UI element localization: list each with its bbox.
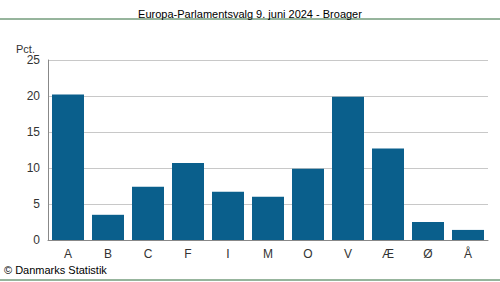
svg-text:Pct.: Pct. (16, 42, 35, 55)
svg-text:V: V (344, 247, 352, 261)
svg-text:Europa-Parlamentsvalg 9. juni: Europa-Parlamentsvalg 9. juni 2024 - Bro… (138, 8, 362, 20)
svg-text:M: M (263, 247, 273, 261)
svg-text:B: B (104, 247, 112, 261)
svg-text:10: 10 (27, 161, 41, 175)
svg-text:A: A (64, 247, 72, 261)
svg-text:I: I (226, 247, 229, 261)
svg-text:0: 0 (33, 233, 40, 247)
svg-text:Æ: Æ (382, 247, 394, 261)
svg-text:25: 25 (27, 53, 41, 67)
svg-text:15: 15 (27, 125, 41, 139)
svg-text:O: O (303, 247, 312, 261)
svg-text:Ø: Ø (423, 247, 432, 261)
svg-text:C: C (144, 247, 153, 261)
svg-text:F: F (184, 247, 191, 261)
svg-text:5: 5 (33, 197, 40, 211)
svg-text:Å: Å (464, 246, 472, 261)
svg-text:© Danmarks Statistik: © Danmarks Statistik (4, 264, 107, 276)
svg-text:20: 20 (27, 89, 41, 103)
